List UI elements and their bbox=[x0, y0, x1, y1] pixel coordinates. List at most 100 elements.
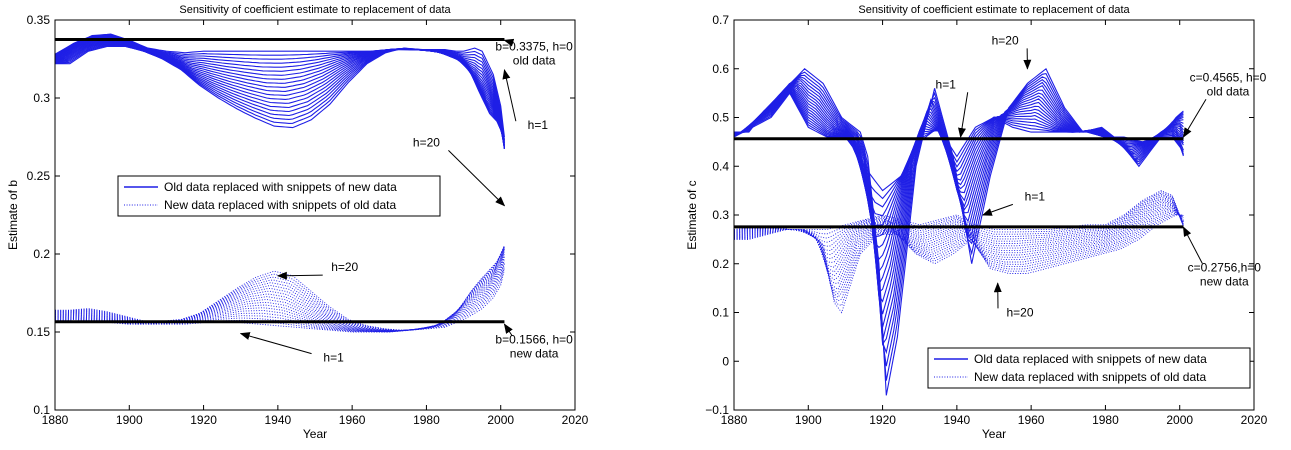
annotation-label: h=1 bbox=[323, 351, 344, 365]
series-curve bbox=[55, 39, 505, 149]
annotation-arrow bbox=[502, 68, 517, 122]
y-tick-label: 0.7 bbox=[712, 13, 729, 27]
x-tick-label: 2020 bbox=[562, 413, 589, 427]
y-tick-label: 0.1 bbox=[33, 403, 50, 417]
series-solid bbox=[55, 33, 505, 149]
legend: Old data replaced with snippets of new d… bbox=[927, 347, 1251, 389]
annotation-label: old data bbox=[513, 53, 556, 67]
x-tick-label: 1940 bbox=[944, 413, 971, 427]
x-tick-label: 1940 bbox=[265, 413, 292, 427]
series-curve bbox=[734, 74, 1184, 367]
annotation-label: h=1 bbox=[528, 118, 549, 132]
x-tick-label: 1880 bbox=[721, 413, 748, 427]
series-curve bbox=[734, 213, 1184, 302]
series-curve bbox=[734, 210, 1184, 295]
annotation-arrow bbox=[1182, 226, 1203, 264]
y-tick-label: 0.3 bbox=[712, 208, 729, 222]
x-tick-label: 1980 bbox=[1092, 413, 1119, 427]
axes-frame bbox=[54, 19, 576, 411]
series-curve bbox=[55, 40, 505, 148]
annotation-label: c=0.4565, h=0 bbox=[1190, 70, 1267, 84]
series-curve bbox=[734, 190, 1184, 231]
annotation-label: h=20 bbox=[413, 135, 440, 149]
legend: Old data replaced with snippets of new d… bbox=[117, 175, 441, 217]
annotation-label: c=0.2756,h=0 bbox=[1188, 260, 1262, 274]
series-curve bbox=[55, 42, 505, 144]
series-curve bbox=[734, 80, 1184, 341]
y-tick-label: 0.3 bbox=[33, 91, 50, 105]
annotation-arrow bbox=[981, 203, 1014, 216]
chart-1: Sensitivity of coefficient estimate to r… bbox=[6, 4, 589, 441]
series-curve bbox=[734, 201, 1184, 264]
series-curve bbox=[734, 76, 1184, 355]
annotation-arrow bbox=[276, 271, 323, 280]
series-curve bbox=[734, 78, 1184, 346]
annotation-label: h=20 bbox=[331, 260, 358, 274]
plot-area bbox=[734, 67, 1184, 396]
legend-label: Old data replaced with snippets of new d… bbox=[974, 352, 1207, 366]
series-curve bbox=[734, 83, 1184, 315]
series-curve bbox=[734, 67, 1184, 396]
annotation-arrow bbox=[1182, 98, 1207, 138]
series-curve bbox=[734, 191, 1184, 235]
y-tick-label: 0.25 bbox=[27, 169, 51, 183]
annotation-arrow bbox=[239, 332, 312, 355]
series-curve bbox=[55, 41, 505, 147]
series-dotted bbox=[734, 190, 1184, 314]
x-tick-label: 1960 bbox=[339, 413, 366, 427]
legend-label: Old data replaced with snippets of new d… bbox=[164, 180, 397, 194]
x-tick-label: 2020 bbox=[1241, 413, 1268, 427]
y-tick-label: 0.35 bbox=[27, 13, 51, 27]
annotation-label: h=20 bbox=[1006, 305, 1033, 319]
series-curve bbox=[55, 45, 505, 139]
y-tick-label: 0 bbox=[722, 354, 729, 368]
y-tick-label: 0.2 bbox=[33, 247, 50, 261]
x-tick-label: 1900 bbox=[116, 413, 143, 427]
series-dotted bbox=[55, 245, 505, 333]
annotation-arrow bbox=[958, 92, 969, 138]
x-tick-label: 2000 bbox=[487, 413, 514, 427]
annotation-label: h=1 bbox=[936, 77, 957, 91]
annotation-label: new data bbox=[510, 347, 559, 361]
x-tick-label: 1920 bbox=[190, 413, 217, 427]
y-tick-label: 0.6 bbox=[712, 62, 729, 76]
series-curve bbox=[734, 82, 1184, 328]
series-curve bbox=[734, 197, 1184, 252]
annotation-arrow bbox=[503, 323, 513, 336]
y-tick-label: −0.1 bbox=[705, 403, 729, 417]
series-curve bbox=[55, 246, 505, 331]
x-tick-label: 1980 bbox=[413, 413, 440, 427]
x-tick-label: 1900 bbox=[795, 413, 822, 427]
series-curve bbox=[55, 37, 505, 149]
series-curve bbox=[734, 206, 1184, 277]
y-tick-label: 0.1 bbox=[712, 306, 729, 320]
x-axis-label: Year bbox=[303, 427, 327, 441]
x-tick-label: 1920 bbox=[869, 413, 896, 427]
y-axis-label: Estimate of c bbox=[685, 180, 699, 249]
annotation-arrow bbox=[448, 150, 506, 207]
chart-title: Sensitivity of coefficient estimate to r… bbox=[179, 4, 451, 16]
annotation-label: h=20 bbox=[992, 33, 1019, 47]
series-curve bbox=[734, 208, 1184, 284]
annotation-label: h=1 bbox=[1025, 189, 1046, 203]
annotation-label: old data bbox=[1207, 84, 1250, 98]
legend-label: New data replaced with snippets of old d… bbox=[974, 370, 1206, 384]
series-curve bbox=[734, 214, 1184, 314]
series-curve bbox=[734, 212, 1184, 299]
chart-2: Sensitivity of coefficient estimate to r… bbox=[685, 4, 1268, 441]
series-curve bbox=[55, 245, 505, 331]
annotation-label: b=0.1566, h=0 bbox=[495, 333, 573, 347]
x-axis-label: Year bbox=[982, 427, 1006, 441]
series-curve bbox=[734, 195, 1184, 247]
y-tick-label: 0.15 bbox=[27, 325, 51, 339]
annotation-label: new data bbox=[1200, 274, 1249, 288]
series-curve bbox=[734, 209, 1184, 291]
legend-box bbox=[117, 175, 441, 217]
series-curve bbox=[55, 36, 505, 148]
x-tick-label: 1960 bbox=[1018, 413, 1045, 427]
x-tick-label: 1880 bbox=[42, 413, 69, 427]
series-curve bbox=[734, 204, 1184, 273]
annotation-label: b=0.3375, h=0 bbox=[495, 39, 573, 53]
series-curve bbox=[55, 45, 505, 138]
